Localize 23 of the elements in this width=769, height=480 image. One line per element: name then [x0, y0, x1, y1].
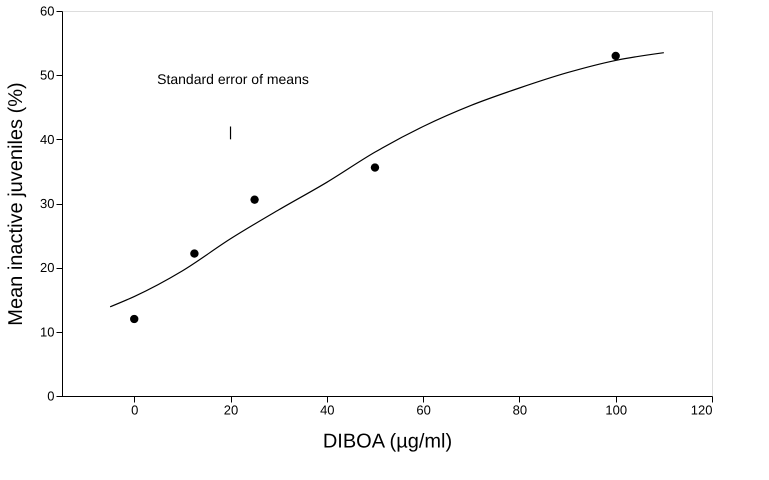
x-tick-label: 20 [224, 402, 238, 418]
point [612, 52, 620, 60]
line-series [110, 52, 664, 308]
point [190, 249, 199, 258]
point [130, 314, 138, 324]
x-tick-label: 0 [131, 402, 138, 418]
point [370, 163, 380, 172]
x-tick-label: 120 [690, 402, 712, 418]
y-tick-label: 40 [40, 132, 54, 147]
y-tick-label: 60 [40, 4, 54, 18]
y-tick-label: 30 [40, 196, 54, 211]
x-axis-title: DIBOA (µg/ml) [322, 430, 452, 452]
point [250, 195, 259, 204]
x-tick-label: 80 [512, 402, 528, 418]
annotation: Standard error of means [157, 71, 309, 87]
x-tick-label: 40 [320, 402, 335, 418]
y-tick-label: 10 [40, 324, 54, 340]
x-tick-label: 100 [605, 402, 628, 418]
x-tick-label: 60 [416, 402, 431, 418]
y-tick-label: 0 [47, 388, 54, 404]
y-tick-label: 50 [40, 68, 54, 83]
y-tick-label: 20 [40, 260, 54, 276]
y-axis-title: Mean inactive juveniles (%) [5, 82, 28, 326]
